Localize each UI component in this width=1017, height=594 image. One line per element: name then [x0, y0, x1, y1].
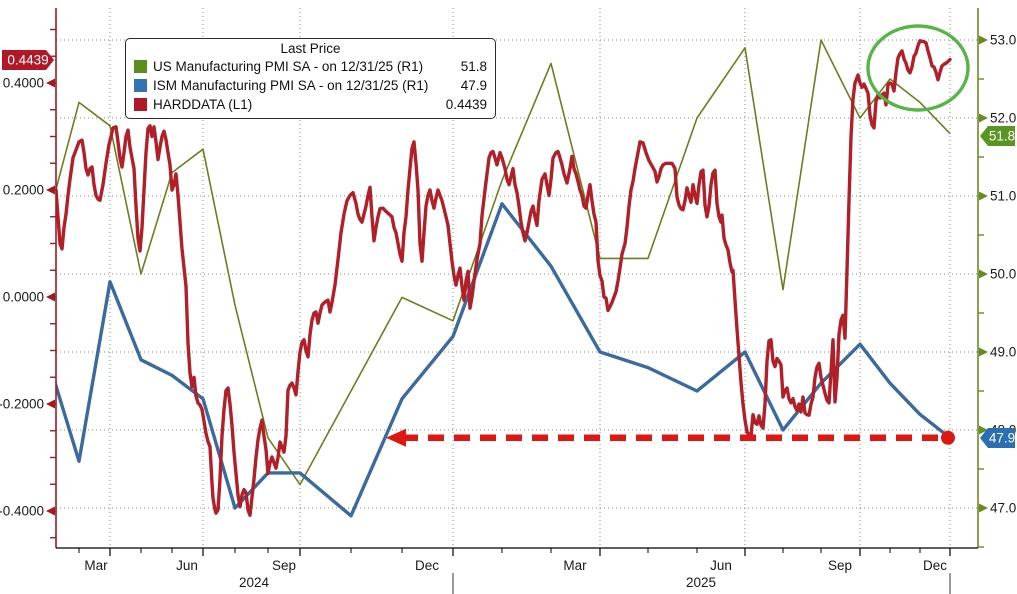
x-axis-month-label: Jun: [176, 558, 198, 573]
left-axis-tick-arrow-icon: [46, 292, 55, 302]
legend-swatch-icon: [134, 79, 147, 92]
legend-series-label: US Manufacturing PMI SA - on 12/31/25 (R…: [153, 59, 424, 74]
right-axis-tick-arrow-icon: [979, 503, 988, 513]
series-layer: [48, 39, 952, 518]
x-axis-year-label: 2024: [239, 575, 270, 590]
legend-title: Last Price: [280, 41, 341, 56]
badge-shape: [2, 50, 54, 70]
x-axis-month-label: Mar: [84, 558, 108, 573]
legend-series-value: 47.9: [460, 78, 487, 93]
left-axis-tick-label: -0.2000: [0, 397, 44, 412]
legend-row-0[interactable]: US Manufacturing PMI SA - on 12/31/25 (R…: [134, 57, 487, 76]
highlight-circle-icon: [866, 24, 970, 112]
axes: 0.4000 0.2000 0.0000 -0.2000 -0.4000 53.0 52.0…: [0, 8, 1016, 594]
left-axis-tick-label: 0.4000: [3, 76, 44, 91]
right-axis-tick-arrow-icon: [979, 425, 988, 435]
right-axis-tick-label: 50.0: [990, 267, 1016, 282]
x-axis-year-label: 2025: [686, 575, 716, 590]
right-axis-tick-label: 51.0: [990, 189, 1016, 204]
legend-series-value: 51.8: [460, 59, 487, 74]
arrow-origin-dot: [941, 430, 955, 445]
left-axis-tick-arrow-icon: [46, 78, 55, 88]
badge-value: 51.8: [989, 129, 1015, 144]
last-value-badge[interactable]: 47.9: [980, 428, 1015, 448]
right-axis-tick-arrow-icon: [979, 347, 988, 357]
left-axis-tick-label: -0.4000: [0, 504, 44, 519]
legend-series-label: HARDDATA (L1): [153, 97, 253, 112]
right-axis-tick-label: 47.0: [990, 501, 1016, 516]
x-axis-month-label: Dec: [923, 558, 947, 573]
last-value-badge[interactable]: 51.8: [980, 126, 1015, 146]
gridlines: [56, 8, 978, 548]
x-axis-month-label: Sep: [272, 558, 296, 573]
last-value-badge[interactable]: 0.4439: [2, 50, 54, 70]
right-axis-tick-arrow-icon: [979, 113, 988, 123]
left-axis-tick-label: 0.0000: [3, 290, 44, 305]
right-axis-tick-arrow-icon: [979, 35, 988, 45]
badge-value: 47.9: [989, 431, 1015, 446]
badge-shape: [980, 126, 1015, 146]
left-axis-tick-arrow-icon: [46, 506, 55, 516]
arrowhead-left-icon: [386, 428, 406, 447]
ism-pmi-line[interactable]: [48, 202, 952, 518]
legend-swatch-icon: [134, 60, 147, 73]
right-axis-tick-label: 49.0: [990, 345, 1016, 360]
legend-row-1[interactable]: ISM Manufacturing PMI SA - on 12/31/25 (…: [134, 76, 487, 95]
x-axis-month-label: Sep: [828, 558, 852, 573]
right-axis-tick-label: 52.0: [990, 111, 1016, 126]
left-axis-tick-label: 0.2000: [3, 183, 44, 198]
harddata-line[interactable]: [56, 39, 952, 517]
x-axis-month-label: Dec: [415, 558, 439, 573]
legend-series-value: 0.4439: [445, 97, 487, 112]
x-axis-month-label: Mar: [563, 558, 587, 573]
legend-box[interactable]: Last Price US Manufacturing PMI SA - on …: [125, 38, 496, 119]
left-axis-tick-arrow-icon: [46, 399, 55, 409]
legend-rows: US Manufacturing PMI SA - on 12/31/25 (R…: [134, 57, 487, 114]
right-axis-tick-label: 53.0: [990, 33, 1016, 48]
legend-row-2[interactable]: HARDDATA (L1) 0.4439: [134, 95, 487, 114]
right-axis-tick-arrow-icon: [979, 191, 988, 201]
legend-swatch-icon: [134, 98, 147, 111]
left-axis-tick-arrow-icon: [46, 185, 55, 195]
right-axis-tick-arrow-icon: [979, 269, 988, 279]
badge-shape: [980, 428, 1015, 448]
x-axis-month-label: Jun: [710, 558, 732, 573]
legend-series-label: ISM Manufacturing PMI SA - on 12/31/25 (…: [153, 78, 429, 93]
badge-value: 0.4439: [7, 53, 48, 68]
